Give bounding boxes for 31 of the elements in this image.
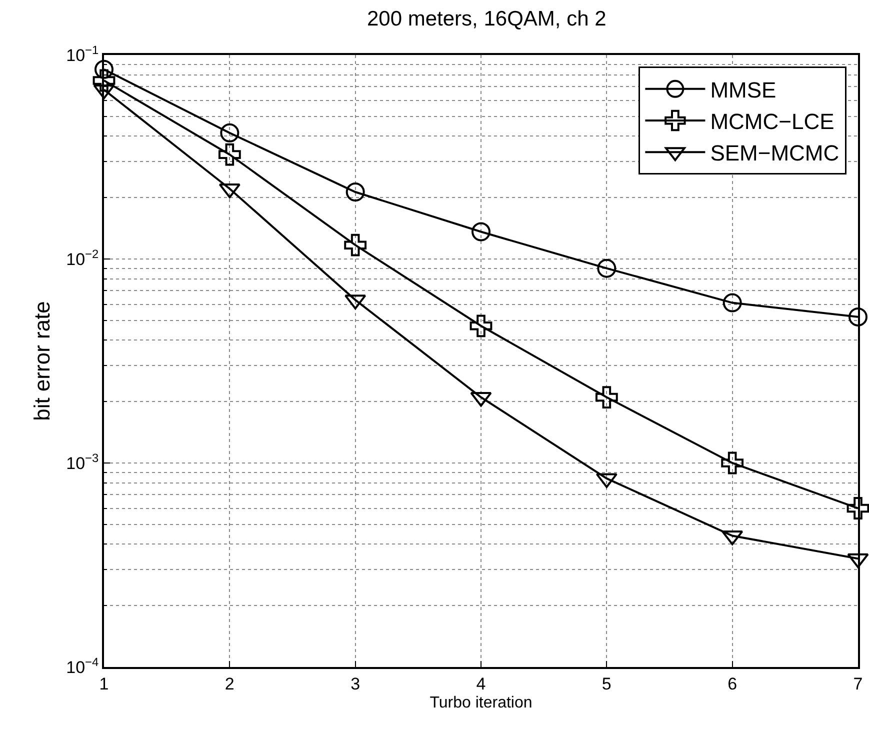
point [722,293,742,312]
point [470,314,492,338]
y-tick-label: 10$^{−4}$ [66,654,99,677]
legend-label: SEM−MCMC [710,140,840,166]
point [220,123,240,142]
y-tick-label: 10$^{−2}$ [66,246,99,269]
point [472,222,490,242]
x-tick-label: 4 [476,674,486,694]
point [218,143,241,166]
point [94,60,114,79]
point [595,386,618,408]
x-tick-label: 6 [728,674,738,694]
x-axis-title: Turbo iteration [430,694,532,712]
y-tick-label: 10$^{−3}$ [66,450,99,473]
x-tick-label: 5 [602,674,612,694]
legend-label: MMSE [710,78,776,103]
y-tick-label: 10$^{−1}$ [66,42,99,65]
point [346,182,365,202]
point [92,69,116,92]
point [597,258,616,278]
x-tick-label: 2 [224,674,234,694]
x-tick-label: 1 [99,674,109,694]
legend-label: MCMC−LCE [710,109,834,134]
chart-title: 200 meters, 16QAM, ch 2 [367,8,606,31]
point [846,497,869,520]
x-tick-label: 7 [853,674,863,694]
x-tick-label: 3 [350,674,360,694]
y-axis-title: bit error rate [29,301,54,421]
point [721,452,744,474]
point [848,307,868,326]
point [344,234,367,256]
